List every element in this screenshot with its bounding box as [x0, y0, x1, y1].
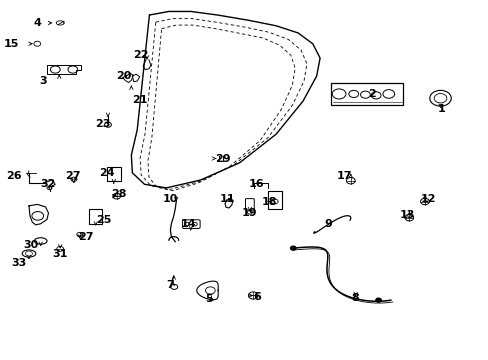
Text: 15: 15 [4, 39, 19, 49]
Text: 7: 7 [166, 280, 174, 290]
Bar [330, 83, 403, 105]
Text: 4: 4 [33, 18, 41, 28]
Text: 18: 18 [262, 197, 277, 207]
Text: 23: 23 [95, 120, 111, 129]
Text: 20: 20 [116, 71, 131, 81]
Circle shape [375, 298, 381, 302]
Text: 33: 33 [12, 258, 27, 268]
Text: 28: 28 [111, 189, 126, 199]
Text: 2: 2 [367, 89, 375, 99]
Text: 30: 30 [23, 240, 39, 250]
Text: 19: 19 [241, 208, 257, 218]
Text: 32: 32 [41, 179, 56, 189]
Bar [107, 167, 121, 181]
Text: 14: 14 [180, 219, 196, 229]
Bar [267, 191, 281, 209]
Text: 26: 26 [6, 171, 22, 181]
Text: 27: 27 [78, 232, 94, 242]
Text: 6: 6 [252, 292, 260, 302]
Text: 11: 11 [219, 194, 235, 204]
Text: 27: 27 [65, 171, 81, 181]
Text: 9: 9 [324, 219, 332, 229]
Text: 22: 22 [133, 50, 148, 60]
Text: 3: 3 [40, 76, 47, 86]
Text: 21: 21 [132, 95, 147, 105]
Text: 13: 13 [399, 210, 415, 220]
Text: 5: 5 [205, 294, 213, 304]
Text: 17: 17 [336, 171, 351, 181]
Circle shape [290, 246, 296, 250]
Text: 8: 8 [351, 293, 359, 303]
Text: 29: 29 [214, 154, 230, 164]
Text: 1: 1 [437, 104, 445, 114]
Text: 24: 24 [99, 168, 115, 178]
Text: 31: 31 [52, 248, 68, 258]
Bar [89, 210, 102, 224]
Text: 16: 16 [248, 179, 264, 189]
Text: 25: 25 [96, 215, 112, 225]
Text: 12: 12 [420, 194, 436, 204]
Text: 10: 10 [163, 194, 178, 204]
